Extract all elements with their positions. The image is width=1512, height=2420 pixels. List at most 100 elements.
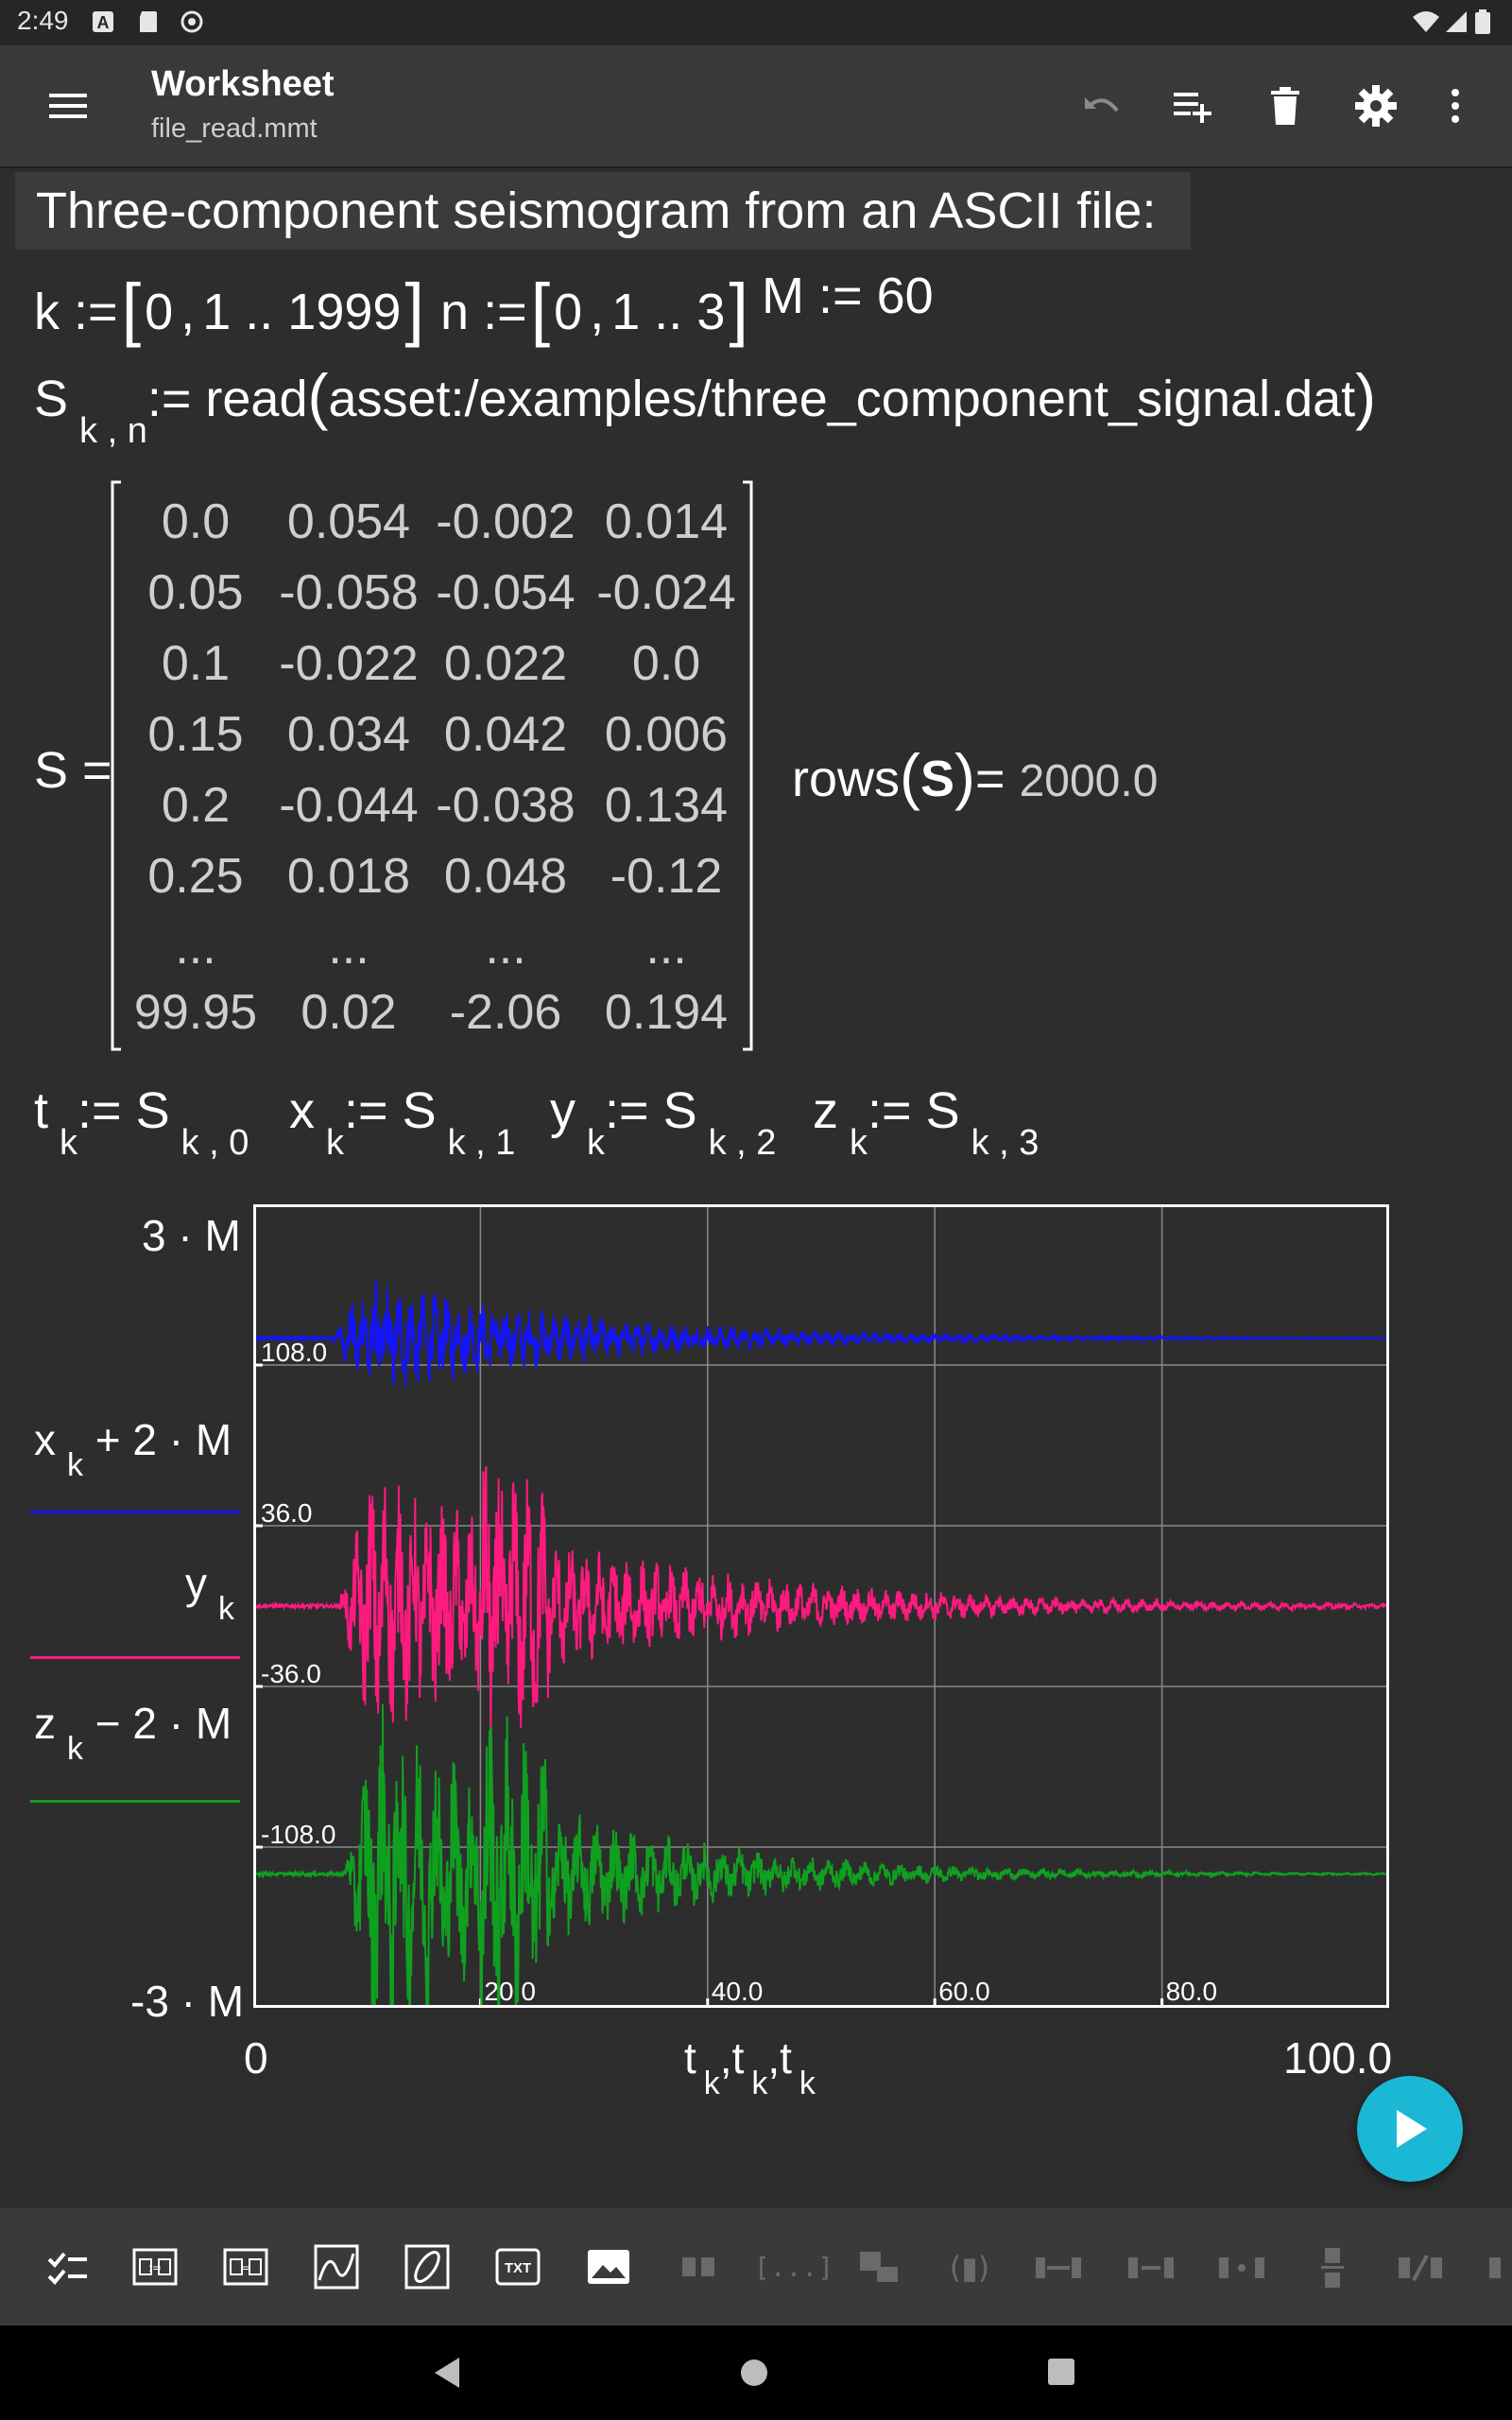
gear-icon — [1355, 85, 1397, 127]
open-paren: ( — [900, 741, 920, 811]
play-icon — [1397, 2110, 1427, 2148]
subscript: k , 3 — [971, 1123, 1040, 1163]
range-dots: .. — [654, 284, 683, 340]
a-notification-icon: A — [93, 11, 113, 32]
function-plot-icon — [314, 2244, 359, 2290]
definition-k[interactable]: k :=[0, 1 .. 1999] — [34, 270, 428, 344]
equation-tool[interactable]: := — [125, 2237, 185, 2297]
assign-t[interactable]: tk:= Sk , 0 — [34, 1082, 249, 1161]
fraction-op-icon — [1321, 2248, 1344, 2288]
status-bar: 2:49 A — [0, 0, 1512, 45]
app-title: Worksheet — [151, 64, 335, 104]
undo-button[interactable] — [1072, 76, 1132, 136]
subscript: k — [850, 1123, 868, 1163]
pause-icon — [682, 2257, 714, 2276]
overflow-menu-button[interactable] — [1425, 76, 1486, 136]
result-tool[interactable]: = — [215, 2237, 276, 2297]
var-z: z — [813, 1082, 838, 1139]
more-vert-icon — [1452, 89, 1459, 123]
value-M: 60 — [876, 268, 934, 324]
svg-text:(▮): (▮) — [950, 2250, 990, 2286]
range-end: 1999 — [287, 284, 402, 340]
file-path: asset:/examples/three_component_signal.d… — [328, 371, 1356, 427]
assign-op: := — [868, 1082, 912, 1139]
rows-expression[interactable]: rows(S)= 2000.0 — [792, 743, 1158, 807]
matrix-cell: 0.2 — [161, 778, 231, 833]
assign-x[interactable]: xk:= Sk , 1 — [289, 1082, 515, 1161]
equals: = — [975, 751, 1005, 807]
legend-sub: k — [67, 1731, 83, 1767]
run-button[interactable] — [1357, 2076, 1463, 2182]
pause-tool — [669, 2237, 730, 2297]
seismogram-chart[interactable]: 20.0 40.0 60.0 80.0 108.0 36.0 -36.0 -108.0 — [253, 1204, 1389, 2008]
var-t: t — [34, 1082, 49, 1139]
range-sep: , — [180, 284, 196, 340]
matrix-cell: 0.018 — [286, 849, 411, 904]
more-tools — [1482, 2237, 1512, 2297]
settings-button[interactable] — [1346, 76, 1406, 136]
range-second: 1 — [611, 284, 641, 340]
close-bracket: ] — [729, 269, 748, 348]
range-dots: .. — [245, 284, 274, 340]
file-name: file_read.mmt — [151, 113, 318, 144]
matrix-cell: ... — [175, 920, 216, 975]
close-paren: ) — [1355, 361, 1377, 431]
back-icon[interactable] — [433, 2356, 463, 2390]
matrix-cell: -0.024 — [596, 565, 736, 620]
parametric-plot-tool[interactable] — [397, 2237, 457, 2297]
close-bracket: ] — [404, 269, 424, 348]
checklist-tool[interactable] — [36, 2237, 96, 2297]
delete-button[interactable] — [1255, 76, 1315, 136]
svg-text:A: A — [97, 13, 110, 32]
image-tool[interactable] — [578, 2237, 639, 2297]
assign-z[interactable]: zk:= Sk , 3 — [813, 1082, 1039, 1161]
parentheses-icon: (▮) — [950, 2250, 990, 2286]
plot-region[interactable]: 3 · M -3 · M xk + 2 · M yk zk − 2 · M 20… — [0, 1191, 1474, 2118]
block-icon — [860, 2252, 898, 2282]
range-sep: , — [590, 284, 605, 340]
matrix-right-bracket — [743, 480, 753, 1051]
legend-rest: + 2 · M — [94, 1415, 232, 1464]
menu-button[interactable] — [38, 76, 98, 136]
range-start: 0 — [145, 284, 174, 340]
recents-icon[interactable] — [1047, 2358, 1075, 2386]
assign-op: := — [483, 284, 527, 340]
assign-op: := — [77, 1082, 122, 1139]
legend-y-line — [30, 1656, 240, 1659]
bracket-list-icon: [...] — [754, 2252, 833, 2283]
fraction-tool — [1302, 2237, 1363, 2297]
definition-n[interactable]: n :=[0, 1 .. 3] — [440, 270, 752, 344]
battery-icon — [1475, 9, 1490, 34]
result-box-icon: = — [223, 2248, 268, 2286]
matrix-cell: ... — [328, 920, 369, 975]
matrix-cell: -0.058 — [279, 565, 419, 620]
add-row-button[interactable] — [1162, 76, 1223, 136]
assign-y[interactable]: yk:= Sk , 2 — [550, 1082, 776, 1161]
matrix-cell: 0.0 — [631, 636, 701, 691]
minus-op-icon — [1128, 2257, 1174, 2278]
signal-icon — [1446, 11, 1467, 32]
home-icon[interactable] — [739, 2358, 769, 2388]
close-paren: ) — [954, 741, 976, 811]
matrix-cell: 0.006 — [604, 707, 729, 762]
text-tool[interactable]: TXT — [488, 2237, 548, 2297]
x-sep: , — [767, 2033, 781, 2083]
sync-icon — [180, 10, 203, 33]
matrix-result[interactable]: S = 0.0 0.054 -0.002 0.014 0.05 -0.058 -0.054-… — [0, 473, 1228, 1059]
matrix-cell: 0.25 — [147, 849, 244, 904]
matrix-cell: -0.038 — [436, 778, 576, 833]
plot-tool[interactable] — [306, 2237, 367, 2297]
text-cell[interactable]: Three-component seismogram from an ASCII… — [15, 172, 1191, 250]
sd-card-icon — [140, 11, 157, 32]
definition-M[interactable]: M := 60 — [762, 270, 934, 321]
checklist-icon — [47, 2252, 87, 2285]
mixed-tool — [1028, 2237, 1089, 2297]
assign-op: := — [344, 1082, 388, 1139]
read-definition[interactable]: Sk , n:= read(asset:/examples/three_comp… — [34, 363, 1376, 449]
matrix-cell: 0.02 — [301, 985, 397, 1040]
rhs-var: S — [662, 1082, 697, 1139]
matrix-label: S = — [34, 742, 112, 799]
var-k: k — [34, 284, 60, 340]
open-paren: ( — [307, 361, 329, 431]
txt-label: TXT — [505, 2260, 531, 2276]
